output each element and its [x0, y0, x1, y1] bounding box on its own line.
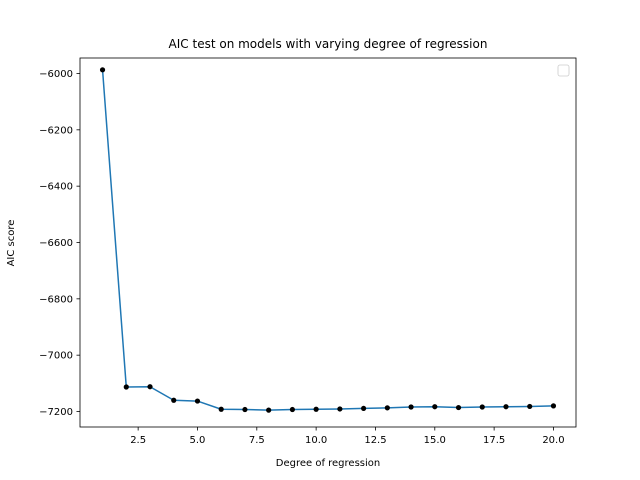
x-tick-label: 10.0	[305, 435, 327, 446]
x-axis-title: Degree of regression	[276, 458, 380, 469]
data-point	[123, 384, 129, 390]
y-axis-title: AIC score	[6, 220, 17, 267]
data-point	[384, 405, 390, 411]
x-tick-label: 17.5	[483, 435, 505, 446]
data-point	[218, 406, 224, 412]
data-point	[171, 397, 177, 403]
data-point	[242, 406, 248, 413]
x-tick-label: 20.0	[542, 435, 564, 446]
x-tick-label: 2.5	[130, 435, 146, 446]
x-tick-label: 7.5	[249, 435, 265, 446]
data-point	[313, 406, 319, 412]
data-point	[194, 398, 201, 404]
series-line	[101, 69, 554, 411]
y-tick-label: −7000	[39, 351, 73, 362]
data-point	[432, 404, 438, 410]
data-point	[479, 404, 485, 410]
data-point	[266, 407, 272, 413]
x-tick-label: 12.5	[364, 435, 386, 446]
data-point	[408, 404, 414, 410]
data-point	[289, 406, 296, 413]
data-point	[360, 405, 367, 412]
data-point	[147, 384, 153, 390]
data-point	[550, 403, 557, 409]
chart-title: AIC test on models with varying degree o…	[169, 37, 488, 51]
x-tick-label: 15.0	[424, 435, 446, 446]
data-point	[99, 67, 106, 73]
y-tick-label: −6400	[39, 182, 73, 193]
y-tick-label: −6000	[39, 69, 73, 80]
plot-area: 2.5 5.0 7.5 10.0 12.5 15.0 17.5 20.0 −7200 −7000 −…	[39, 57, 577, 446]
y-tick-label: −6800	[39, 294, 73, 305]
data-point	[337, 406, 343, 412]
y-tick-label: −7200	[39, 407, 73, 418]
y-tick-label: −6200	[39, 125, 73, 136]
data-point	[503, 404, 509, 410]
data-point	[455, 404, 462, 411]
y-tick-label: −6600	[39, 238, 73, 249]
axes-frame	[79, 57, 577, 428]
data-point	[527, 403, 533, 410]
x-tick-label: 5.0	[190, 435, 206, 446]
legend-box	[557, 64, 570, 77]
